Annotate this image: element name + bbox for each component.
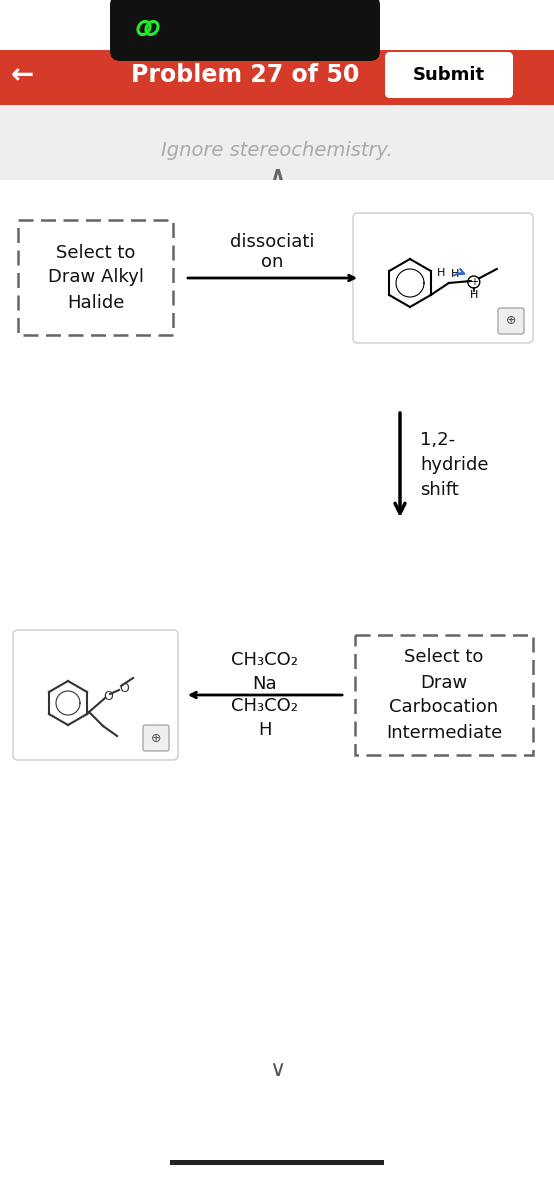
Text: Submit: Submit xyxy=(413,66,485,84)
Text: CH₃CO₂
H: CH₃CO₂ H xyxy=(232,697,299,739)
Text: H: H xyxy=(450,269,459,278)
Text: Problem 27 of 50: Problem 27 of 50 xyxy=(131,62,359,86)
FancyBboxPatch shape xyxy=(355,635,533,755)
Bar xyxy=(0,100,554,180)
FancyBboxPatch shape xyxy=(385,52,513,98)
Text: ←: ← xyxy=(11,61,34,89)
FancyBboxPatch shape xyxy=(18,220,173,335)
Text: ⊕: ⊕ xyxy=(151,732,161,744)
Text: H: H xyxy=(437,268,445,278)
FancyBboxPatch shape xyxy=(110,0,380,61)
Text: ∧: ∧ xyxy=(269,166,285,185)
Text: CH₃CO₂
Na: CH₃CO₂ Na xyxy=(232,652,299,692)
Bar xyxy=(170,1160,384,1165)
Text: +: + xyxy=(470,277,478,287)
Text: ∨: ∨ xyxy=(269,1060,285,1080)
Text: Select to
Draw Alkyl
Halide: Select to Draw Alkyl Halide xyxy=(48,244,143,312)
FancyBboxPatch shape xyxy=(353,214,533,343)
Text: O: O xyxy=(103,690,113,702)
FancyBboxPatch shape xyxy=(143,725,169,751)
FancyBboxPatch shape xyxy=(13,630,178,760)
Text: Select to
Draw
Carbocation
Intermediate: Select to Draw Carbocation Intermediate xyxy=(386,648,502,742)
Text: 1,2-
hydride
shift: 1,2- hydride shift xyxy=(420,431,489,499)
Text: ⊕: ⊕ xyxy=(506,314,516,328)
FancyBboxPatch shape xyxy=(498,308,524,334)
Bar xyxy=(0,50,554,104)
Text: H: H xyxy=(470,290,478,300)
FancyArrowPatch shape xyxy=(454,269,464,276)
Text: Ignore stereochemistry.: Ignore stereochemistry. xyxy=(161,140,393,160)
Text: dissociati
on: dissociati on xyxy=(230,233,314,271)
Text: O: O xyxy=(119,683,129,696)
